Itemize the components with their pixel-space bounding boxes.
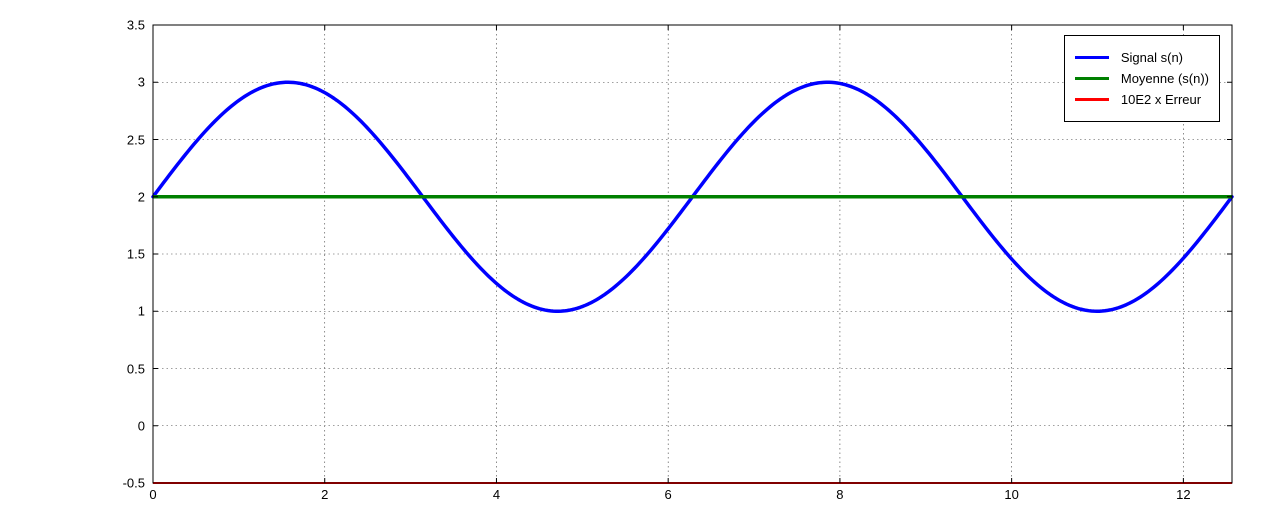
chart: Signal s(n) Moyenne (s(n)) 10E2 x Erreur…: [0, 0, 1278, 532]
ytick-label: 0.5: [127, 361, 145, 376]
legend-label-0: Signal s(n): [1121, 50, 1183, 65]
legend-label-2: 10E2 x Erreur: [1121, 92, 1201, 107]
ytick-label: 2: [138, 189, 145, 204]
xtick-label: 6: [665, 487, 672, 502]
ytick-label: 3: [138, 75, 145, 90]
legend-swatch-0: [1075, 56, 1109, 59]
ytick-label: 3.5: [127, 18, 145, 33]
ytick-label: 2.5: [127, 132, 145, 147]
xtick-label: 4: [493, 487, 500, 502]
legend-swatch-1: [1075, 77, 1109, 80]
xtick-label: 2: [321, 487, 328, 502]
legend-item-2: 10E2 x Erreur: [1075, 92, 1209, 107]
xtick-label: 8: [836, 487, 843, 502]
ytick-label: 0: [138, 418, 145, 433]
ytick-label: 1: [138, 304, 145, 319]
xtick-label: 10: [1004, 487, 1018, 502]
ytick-label: 1.5: [127, 247, 145, 262]
legend-swatch-2: [1075, 98, 1109, 101]
xtick-label: 12: [1176, 487, 1190, 502]
legend-item-1: Moyenne (s(n)): [1075, 71, 1209, 86]
ytick-label: -0.5: [123, 476, 145, 491]
legend-item-0: Signal s(n): [1075, 50, 1209, 65]
xtick-label: 0: [149, 487, 156, 502]
legend-label-1: Moyenne (s(n)): [1121, 71, 1209, 86]
legend: Signal s(n) Moyenne (s(n)) 10E2 x Erreur: [1064, 35, 1220, 122]
